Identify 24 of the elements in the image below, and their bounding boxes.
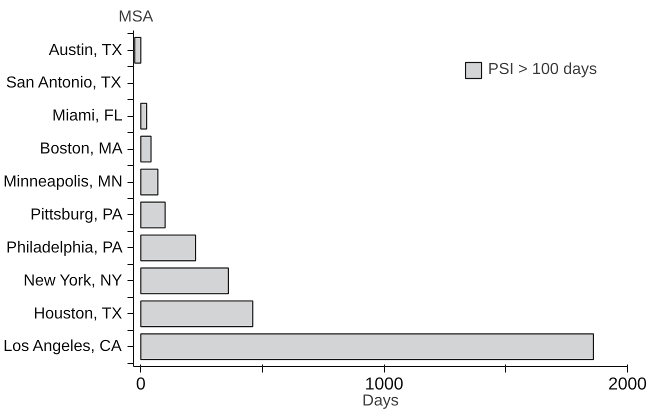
bar — [140, 267, 230, 294]
y-tick-label: Miami, FL — [52, 108, 123, 125]
y-tick-label: Austin, TX — [48, 42, 123, 59]
bar — [140, 300, 254, 328]
y-tick-label: Los Angeles, CA — [3, 338, 122, 356]
bar — [140, 168, 158, 196]
bar — [140, 333, 594, 360]
bar — [140, 234, 196, 262]
y-tick-label: Boston, MA — [40, 140, 123, 158]
y-tick-label: Philadelphia, PA — [6, 239, 123, 256]
y-axis-title: MSA — [118, 8, 154, 26]
x-tick-label: 0 — [136, 374, 146, 394]
y-tick-label: San Antonio, TX — [6, 74, 122, 92]
bar — [140, 136, 152, 163]
y-tick-label: New York, NY — [24, 272, 123, 290]
y-tick-label: Houston, TX — [34, 305, 123, 322]
bar — [140, 102, 148, 130]
x-tick-label: 2000 — [608, 374, 647, 394]
bar — [140, 202, 166, 228]
legend-label: PSI > 100 days — [488, 61, 597, 79]
x-tick-label: 1000 — [364, 374, 404, 394]
y-tick-label: Pittsburg, PA — [30, 206, 123, 224]
y-tick-label: Minneapolis, MN — [3, 174, 122, 191]
x-axis-title: Days — [362, 392, 399, 410]
